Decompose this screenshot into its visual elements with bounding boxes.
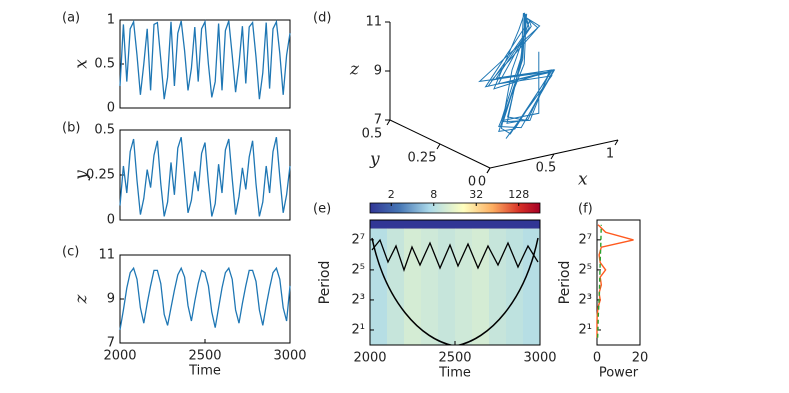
x-tick-label: 0.5: [536, 161, 557, 176]
y-axis-label: z: [72, 293, 92, 304]
x-tick-label: 2000: [103, 349, 136, 364]
x-axis-label: x: [578, 170, 588, 190]
heat-cell: [472, 228, 490, 345]
colorbar-tick-label: 2: [388, 188, 395, 201]
power-line: [596, 224, 602, 338]
y-tick-label: 2⁵: [352, 262, 365, 277]
series-line: [119, 137, 291, 217]
x-tick-label: 0: [593, 351, 601, 366]
y-tick-label: 2⁷: [352, 232, 365, 247]
y-tick-label: 2³: [352, 292, 365, 307]
panel-label: (f): [578, 202, 593, 217]
series-line: [119, 19, 291, 100]
y-tick-label: 0: [107, 101, 115, 116]
heat-cell: [506, 228, 524, 345]
x-tick-label: 3000: [523, 351, 556, 366]
y-axis-label: Period: [317, 261, 333, 305]
y-tick: [486, 167, 491, 174]
axes-frame: [119, 19, 291, 109]
y-tick-label: 1: [107, 13, 115, 28]
y-tick-label: 9: [107, 292, 115, 307]
panel-label: (d): [313, 11, 331, 26]
y-tick-label: 2⁷: [579, 232, 592, 247]
y-axis-label: y: [369, 150, 380, 170]
y-tick-label: 2¹: [352, 322, 365, 337]
x-axis-label: Power: [599, 366, 639, 381]
x-tick-label: 2500: [438, 351, 471, 366]
y-tick-label: 7: [107, 336, 115, 351]
heat-cell: [438, 228, 456, 345]
panel-label: (e): [313, 202, 331, 217]
y-tick-label: 0.5: [362, 127, 383, 142]
z-tick-label: 7: [374, 113, 382, 128]
panel-label: (b): [62, 121, 80, 136]
y-axis-label: Period: [557, 261, 573, 305]
y-tick-label: 2¹: [579, 322, 592, 337]
significance-contour: [371, 238, 539, 273]
z-axis-label: z: [349, 60, 360, 80]
y-tick-label: 0: [107, 213, 115, 228]
z-tick-label: 9: [374, 64, 382, 79]
colorbar-tick-label: 32: [469, 188, 483, 201]
series-line: [119, 266, 291, 330]
cone-of-influence: [371, 237, 539, 345]
y-tick-label: 11: [98, 248, 115, 263]
colorbar-tick-label: 128: [508, 188, 529, 201]
x-tick: [550, 153, 555, 160]
panel-label: (c): [62, 245, 79, 260]
x-axis-label: Time: [188, 364, 221, 379]
y-tick-label: 0.5: [94, 57, 115, 72]
heat-cell: [404, 228, 422, 345]
colorbar: [369, 202, 541, 214]
heat-cell: [523, 228, 540, 345]
heatmap: [370, 220, 540, 345]
panel-label: (a): [62, 11, 80, 26]
y-tick-label: 0.25: [86, 168, 115, 183]
heat-cell: [455, 228, 473, 345]
y-tick-label: 2⁵: [579, 262, 592, 277]
axes-frame: [119, 254, 291, 344]
heat-cell: [421, 228, 439, 345]
x-tick-label: 2000: [353, 351, 386, 366]
x-tick-label: 3000: [273, 349, 306, 364]
y-axis-label: x: [72, 59, 92, 69]
x-tick-label: 1: [606, 147, 614, 162]
axes-frame: [596, 219, 641, 346]
y-tick-label: 0.5: [94, 123, 115, 138]
x-tick: [614, 139, 619, 146]
y-tick: [386, 119, 391, 126]
x-tick-label: 2500: [188, 349, 221, 364]
attractor: [478, 12, 556, 139]
power-line: [596, 224, 634, 338]
y-tick-label: 0.25: [408, 151, 437, 166]
y-tick-label: 2³: [579, 292, 592, 307]
x-tick-label: 0: [478, 175, 486, 190]
y-axis-label: y: [72, 170, 92, 181]
y-tick-label: 0: [468, 175, 476, 190]
heat-cell: [489, 228, 507, 345]
y-tick: [436, 143, 441, 150]
colorbar-tick-label: 8: [430, 188, 437, 201]
heat-cell: [370, 228, 388, 345]
x-tick-label: 20: [632, 351, 649, 366]
z-tick-label: 11: [365, 15, 382, 30]
x-axis-label: Time: [438, 366, 471, 381]
